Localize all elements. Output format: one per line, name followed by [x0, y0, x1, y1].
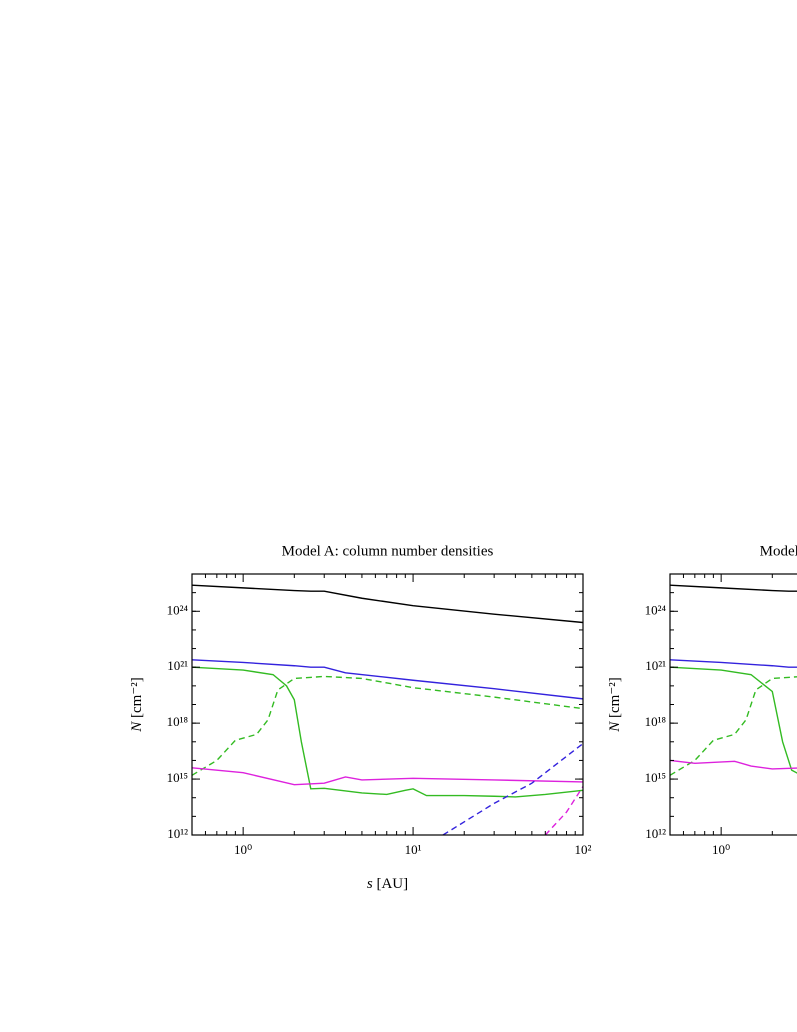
y-tick-label: 10¹⁵ — [167, 770, 188, 785]
plot-frame — [669, 573, 797, 836]
y-axis-unit: [cm⁻²] — [607, 677, 623, 718]
y-axis-label: N [cm⁻²] — [607, 677, 623, 733]
series-line — [192, 666, 583, 798]
x-axis-unit: [AU] — [376, 876, 408, 892]
y-tick-label: 10¹⁸ — [645, 714, 667, 729]
chart-title: Model B: column number densities — [760, 543, 797, 559]
y-axis-label: N [cm⁻²] — [129, 677, 145, 733]
y-axis-unit: [cm⁻²] — [129, 677, 145, 718]
series-line — [670, 676, 797, 776]
chart-title: Model A: column number densities — [282, 543, 494, 559]
y-axis-variable: N — [607, 721, 623, 733]
y-tick-label: 10¹² — [645, 826, 666, 841]
series-line — [670, 659, 797, 668]
y-tick-label: 10²¹ — [167, 658, 188, 673]
series-line — [192, 584, 583, 624]
series-line — [670, 666, 797, 774]
series-line — [544, 786, 583, 835]
y-tick-label: 10²¹ — [645, 658, 666, 673]
plot-area — [670, 584, 797, 776]
series-line — [670, 584, 797, 592]
series-line — [192, 767, 583, 786]
series-line — [192, 659, 583, 700]
series-line — [670, 759, 797, 770]
y-tick-label: 10¹⁵ — [645, 770, 666, 785]
y-tick-label: 10²⁴ — [645, 602, 667, 617]
plot-area — [192, 584, 583, 835]
series-line — [192, 675, 583, 776]
x-tick-label: 10⁰ — [234, 842, 252, 857]
y-axis-variable: N — [129, 721, 145, 733]
panel: Model A: column number densities 10⁰ 10¹ 10… — [129, 543, 591, 892]
y-tick-label: 10¹² — [167, 826, 188, 841]
x-tick-label: 10¹ — [405, 842, 422, 857]
x-tick-label: 10² — [575, 842, 592, 857]
x-tick-label: 10⁰ — [712, 842, 730, 857]
y-tick-label: 10¹⁸ — [167, 714, 189, 729]
y-tick-label: 10²⁴ — [167, 602, 189, 617]
x-axis-label: s [AU] — [367, 876, 408, 892]
series-line — [442, 743, 583, 835]
panel: Model B: column number densities 10⁰ 10¹² 1… — [607, 543, 797, 857]
x-axis-variable: s — [367, 876, 373, 892]
